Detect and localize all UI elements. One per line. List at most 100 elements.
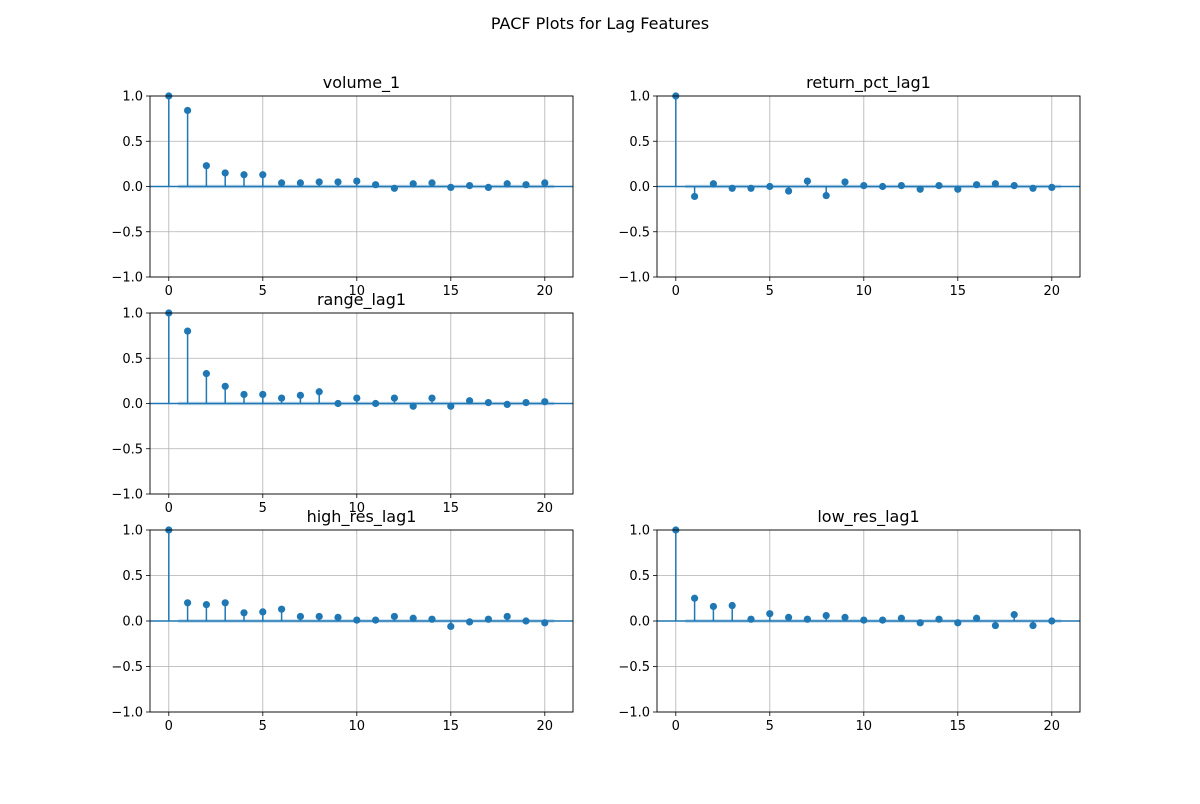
stem-marker <box>372 399 380 408</box>
stem-marker <box>278 394 286 402</box>
stem-marker <box>973 614 981 622</box>
figure-title: PACF Plots for Lag Features <box>490 14 710 33</box>
stem-marker <box>184 327 192 335</box>
stem-marker <box>935 181 943 190</box>
stem-marker <box>428 394 436 402</box>
x-tick-label: 10 <box>349 284 366 299</box>
x-tick-label: 20 <box>1044 284 1061 299</box>
stem-marker <box>202 162 210 170</box>
y-tick-label: −1.0 <box>111 488 143 503</box>
stem-marker <box>503 400 511 409</box>
stem-marker <box>803 615 812 623</box>
stem-marker <box>390 394 398 402</box>
stem-marker <box>954 619 962 627</box>
stem-marker <box>372 181 380 189</box>
stem-marker <box>747 615 755 623</box>
y-tick-label: 0.0 <box>122 397 143 412</box>
stem-marker <box>897 614 906 622</box>
stem-marker <box>841 613 849 621</box>
subplot-title: volume_1 <box>323 73 400 93</box>
stem-marker <box>278 605 286 613</box>
stem-marker <box>353 177 361 185</box>
stem-marker <box>1048 183 1056 192</box>
stem-marker <box>466 618 474 626</box>
stem-marker <box>1029 184 1037 192</box>
x-tick-label: 15 <box>443 284 460 299</box>
stem-marker <box>522 617 530 625</box>
stem-marker <box>221 382 229 390</box>
stem-marker <box>353 394 361 402</box>
stem-marker <box>296 391 304 399</box>
x-tick-label: 15 <box>443 719 460 734</box>
stem-marker <box>822 191 830 200</box>
stem-marker <box>428 179 436 187</box>
stem-marker <box>860 181 868 190</box>
stem-marker <box>1010 181 1018 190</box>
pacf-panel-range_lag1: 0 5 10 15 20 −1.0 −0.5 0.0 0.5 1.0 range_lag1 <box>111 290 574 516</box>
stem-marker <box>466 181 474 190</box>
subplot-title: high_res_lag1 <box>307 507 417 527</box>
x-tick-label: 0 <box>165 284 173 299</box>
y-tick-label: 0.0 <box>629 180 650 195</box>
stem-marker <box>334 178 342 186</box>
stem-marker <box>390 184 398 192</box>
y-tick-label: 0.5 <box>122 352 143 367</box>
stem-marker <box>390 612 398 621</box>
y-tick-label: 0.5 <box>629 569 650 584</box>
stem-marker <box>259 171 267 179</box>
stem-marker <box>240 609 248 617</box>
stem-marker <box>822 611 830 620</box>
x-tick-label: 0 <box>672 719 680 734</box>
stem-marker <box>353 616 361 624</box>
y-tick-label: −1.0 <box>111 706 143 721</box>
y-tick-label: −0.5 <box>111 225 143 240</box>
stem-marker <box>1010 611 1018 619</box>
x-tick-label: 0 <box>165 501 173 516</box>
stem-marker <box>372 616 380 624</box>
x-tick-label: 10 <box>349 501 366 516</box>
pacf-panel-low_res_lag1: 0 5 10 15 20 −1.0 −0.5 0.0 0.5 1.0 low_res_lag1 <box>618 507 1081 734</box>
stem-marker <box>447 402 455 410</box>
stem-marker <box>184 106 192 115</box>
stem-marker <box>240 171 248 179</box>
stem-marker <box>541 179 549 187</box>
y-tick-label: 0.0 <box>122 615 143 630</box>
stem-marker <box>973 181 981 189</box>
stem-marker <box>221 599 229 607</box>
x-tick-label: 5 <box>259 719 267 734</box>
stem-marker <box>409 180 417 188</box>
y-tick-label: 0.0 <box>629 615 650 630</box>
stem-marker <box>409 614 417 622</box>
y-tick-label: 1.0 <box>629 90 650 105</box>
y-tick-label: 1.0 <box>629 524 650 539</box>
y-tick-label: −1.0 <box>618 706 650 721</box>
y-tick-label: −0.5 <box>618 225 650 240</box>
stem-marker <box>466 397 474 405</box>
x-tick-label: 15 <box>443 501 460 516</box>
stem-marker <box>503 180 511 188</box>
x-tick-label: 5 <box>766 284 774 299</box>
x-tick-label: 20 <box>537 719 554 734</box>
stem-marker <box>916 185 924 193</box>
pacf-panel-volume_1: 0 5 10 15 20 −1.0 −0.5 0.0 0.5 1.0 volume_1 <box>111 73 574 299</box>
stem-marker <box>428 615 436 623</box>
subplot-title: low_res_lag1 <box>817 507 919 527</box>
stem-marker <box>766 610 774 618</box>
stem-marker <box>296 612 304 621</box>
stem-marker <box>541 619 549 627</box>
stem-marker <box>841 178 849 186</box>
stem-marker <box>240 390 248 399</box>
stem-marker <box>766 182 774 191</box>
stem-marker <box>334 399 342 408</box>
x-tick-label: 5 <box>259 501 267 516</box>
x-tick-label: 20 <box>1044 719 1061 734</box>
x-tick-label: 0 <box>165 719 173 734</box>
x-tick-label: 15 <box>950 284 967 299</box>
stem-marker <box>916 619 924 627</box>
stem-marker <box>202 601 210 609</box>
y-tick-label: −0.5 <box>111 660 143 675</box>
y-tick-label: 1.0 <box>122 524 143 539</box>
y-tick-label: −1.0 <box>618 271 650 286</box>
stem-marker <box>1029 621 1037 630</box>
